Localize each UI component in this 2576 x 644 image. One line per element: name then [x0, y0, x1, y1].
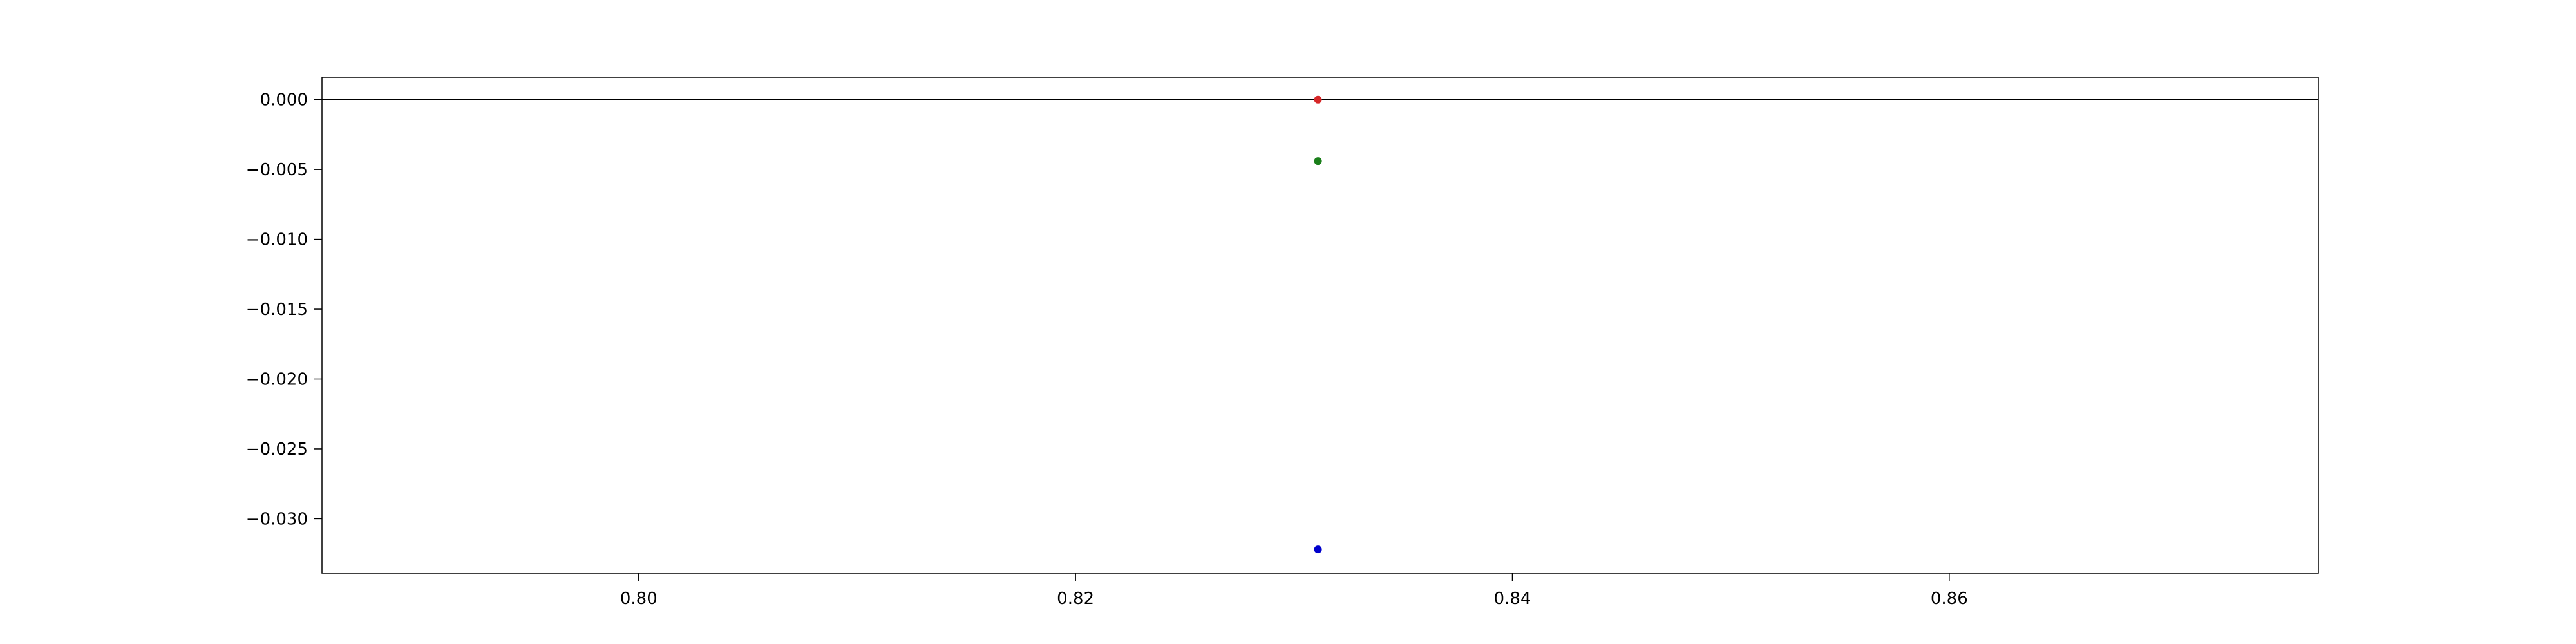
y-tick-label: 0.000	[260, 91, 308, 110]
y-tick-label: −0.025	[246, 440, 308, 459]
y-tick-label: −0.020	[246, 370, 308, 390]
data-points	[1314, 95, 1322, 554]
x-axis: 0.80 0.82 0.84 0.86	[620, 573, 1968, 609]
y-tick-label: −0.005	[246, 160, 308, 180]
data-point	[1314, 157, 1322, 166]
x-tick-label: 0.82	[1057, 589, 1094, 609]
y-tick-label: −0.010	[246, 231, 308, 250]
y-axis: 0.000 −0.005 −0.010 −0.015 −0.020 −0.025 −0.03…	[246, 91, 322, 529]
y-tick-label: −0.030	[246, 509, 308, 529]
data-point	[1314, 545, 1322, 554]
x-tick-label: 0.80	[620, 589, 658, 609]
data-point	[1314, 95, 1322, 104]
plot-background	[322, 77, 2318, 573]
y-tick-label: −0.015	[246, 300, 308, 319]
x-tick-label: 0.86	[1931, 589, 1968, 609]
x-tick-label: 0.84	[1494, 589, 1531, 609]
plot-frame	[321, 77, 2319, 574]
